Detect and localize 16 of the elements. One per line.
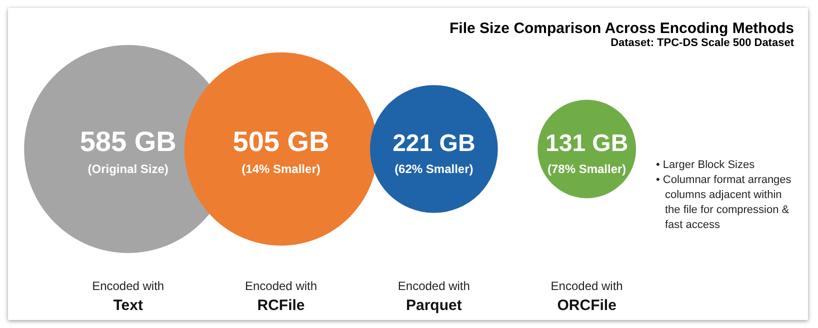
text: (62% Smaller) xyxy=(394,162,474,176)
text: (14% Smaller) xyxy=(242,162,320,176)
category-label: Encoded with ORCFile xyxy=(550,279,623,314)
category-label: Encoded with RCFile xyxy=(244,279,318,314)
text: (78% Smaller) xyxy=(547,162,626,176)
data-label: 585 GB xyxy=(80,126,176,157)
text: File Size Comparison Across Encoding Methods xyxy=(450,20,794,37)
data-label: 131 GB xyxy=(545,130,628,157)
data-label: 505 GB xyxy=(232,126,330,157)
text: (Original Size) xyxy=(88,162,168,176)
text: • Larger Block Sizes xyxy=(656,158,756,173)
text: • Columnar format arranges columns adjacent within the file for compression & fast access xyxy=(656,173,792,233)
text: Dataset: TPC-DS Scale 500 Dataset xyxy=(610,37,794,49)
category-label: Encoded with Parquet xyxy=(398,279,470,314)
data-label: 221 GB xyxy=(392,130,476,157)
category-label: Encoded with Text xyxy=(92,279,164,314)
